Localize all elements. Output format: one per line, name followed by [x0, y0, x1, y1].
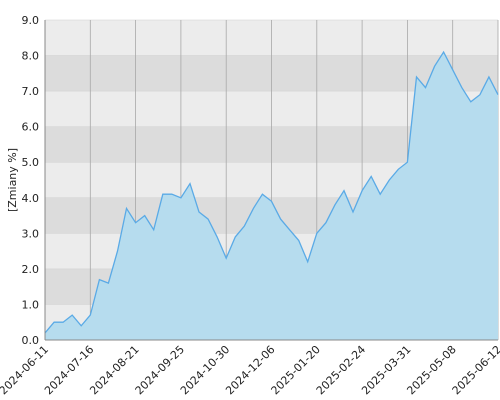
y-tick-label: 2.0 — [22, 263, 40, 276]
y-tick-label: 0.0 — [22, 334, 40, 347]
y-tick-label: 6.0 — [22, 121, 40, 134]
y-tick-label: 1.0 — [22, 298, 40, 311]
y-axis-label: [Zmiany %] — [6, 148, 19, 212]
y-tick-label: 5.0 — [22, 156, 40, 169]
area — [45, 52, 498, 340]
y-tick-label: 3.0 — [22, 227, 40, 240]
y-tick-label: 9.0 — [22, 14, 40, 27]
line — [44, 50, 499, 334]
y-tick-label: 4.0 — [22, 192, 40, 205]
y-tick-label: 7.0 — [22, 85, 40, 98]
y-tick-label: 8.0 — [22, 50, 40, 63]
